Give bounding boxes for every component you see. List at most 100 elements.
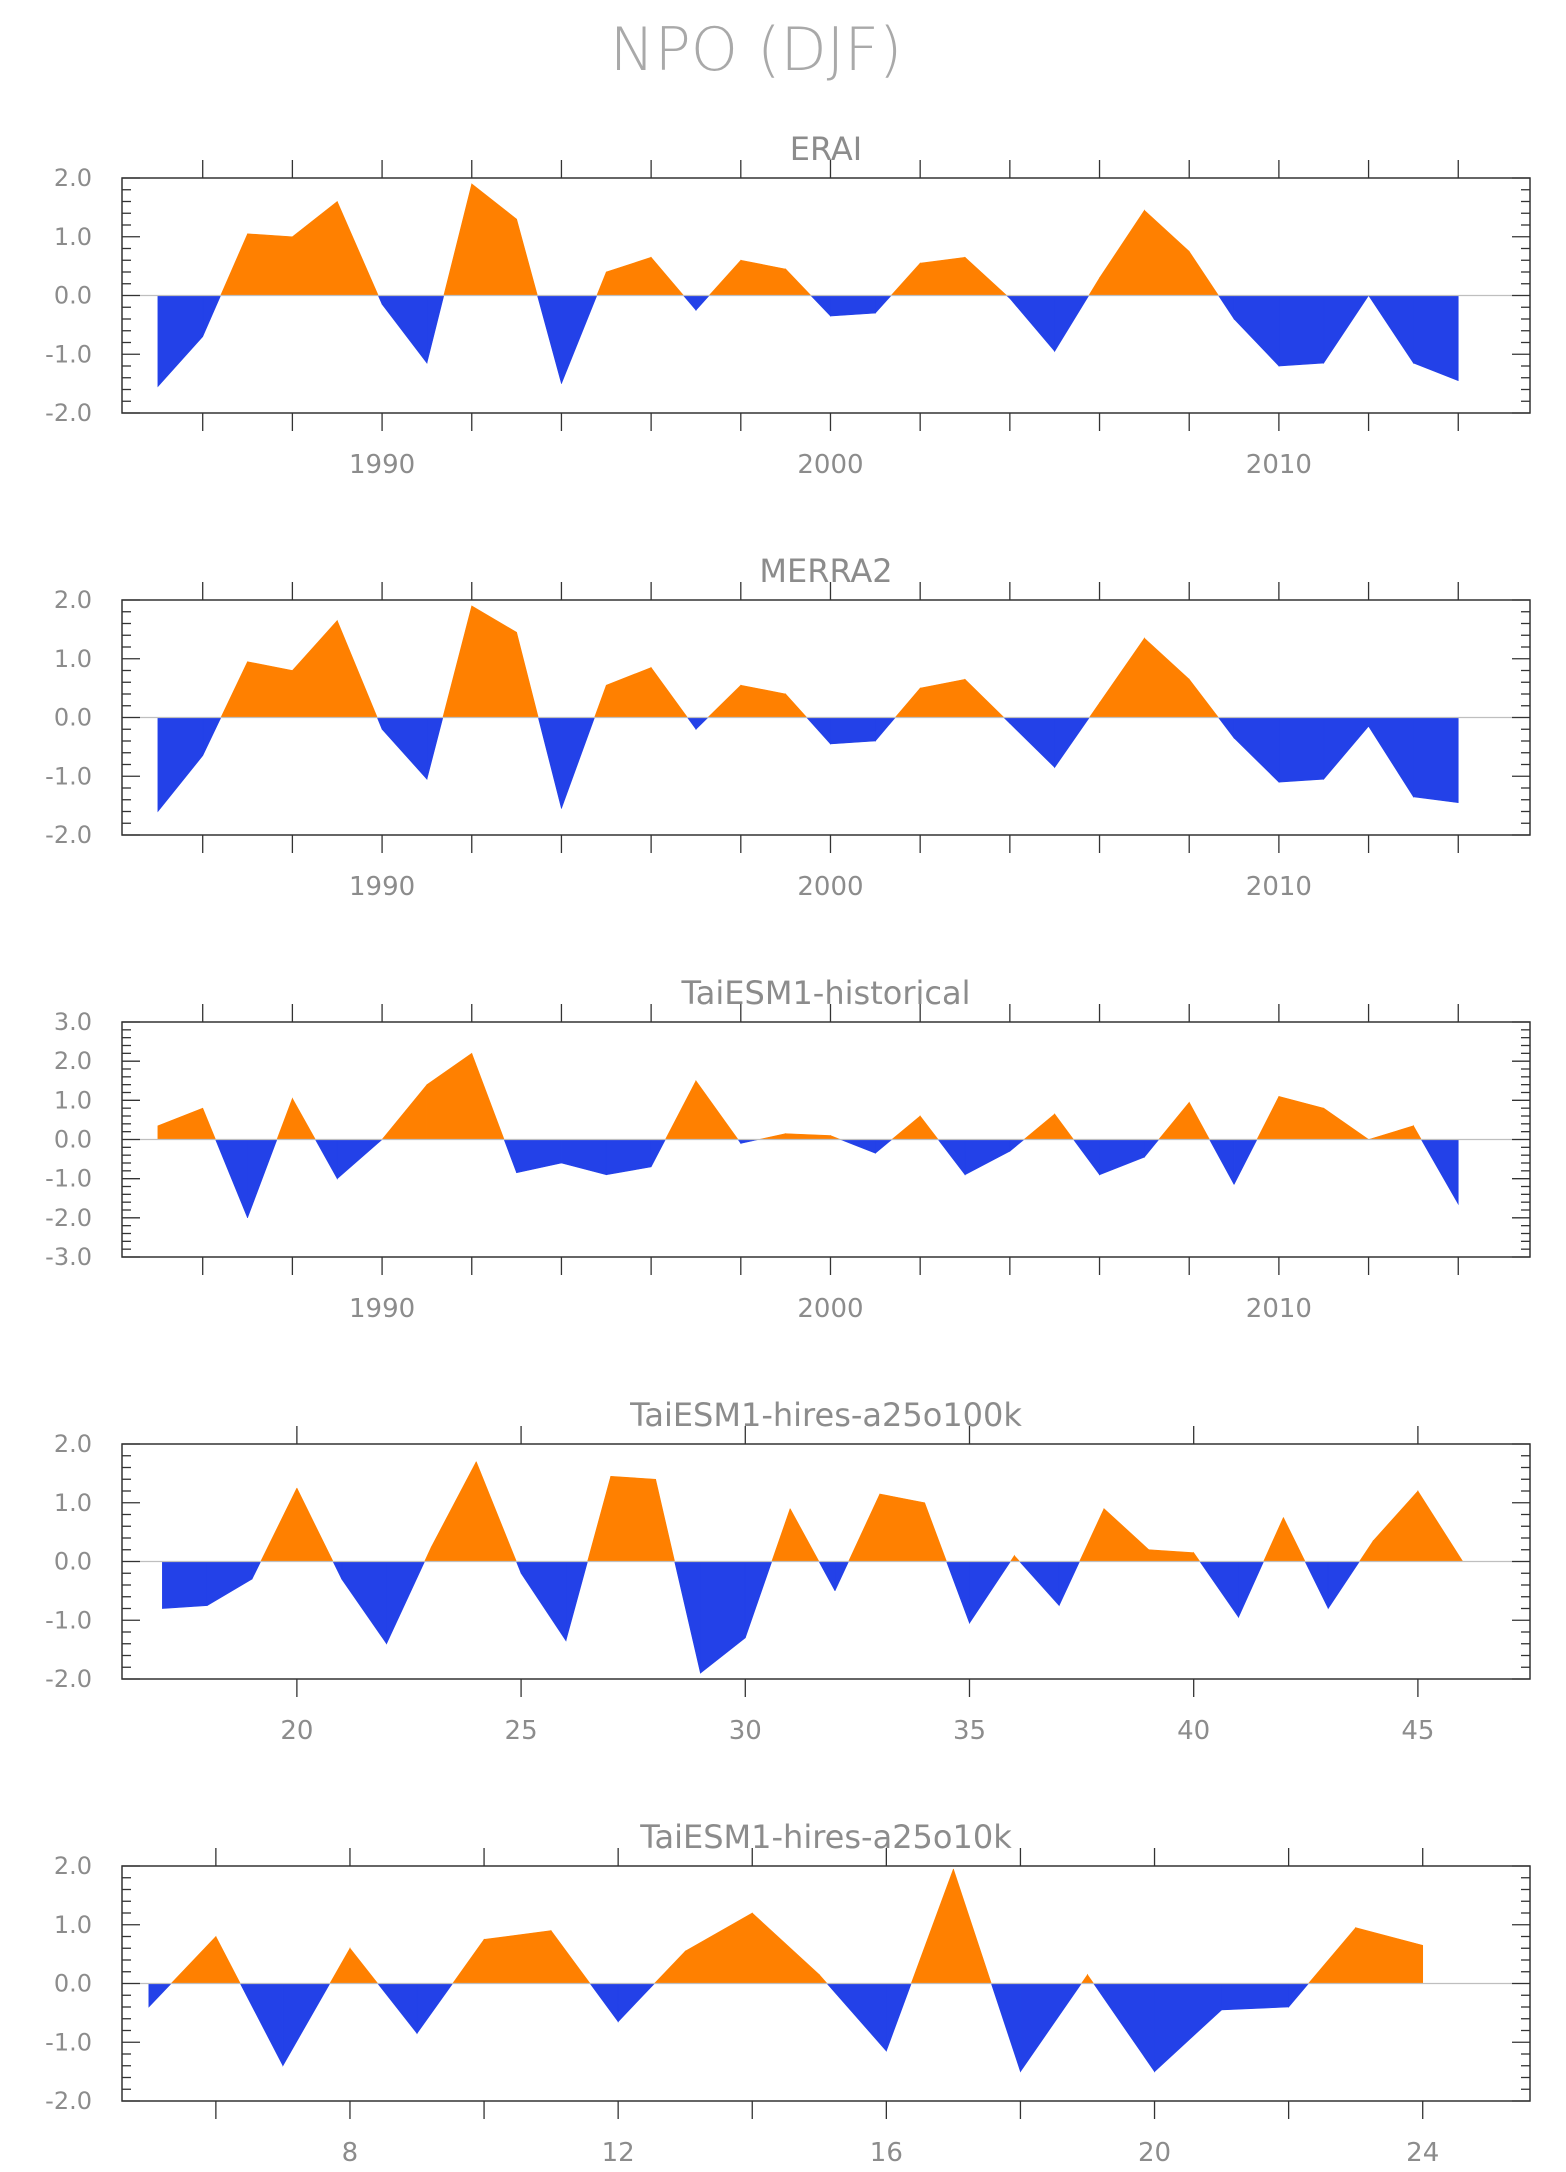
positive-area-segment [349, 1947, 379, 1984]
negative-area-segment [537, 717, 562, 809]
positive-area-segment [1283, 1517, 1306, 1562]
negative-area-segment [1420, 1139, 1459, 1206]
positive-area-segment [215, 1936, 241, 1984]
negative-area-segment [332, 1561, 343, 1580]
positive-area-segment [292, 619, 338, 718]
positive-area-segment [707, 684, 742, 718]
positive-area-segment [1417, 1489, 1464, 1562]
y-tick-label: -1.0 [45, 340, 92, 368]
y-tick-label: 1.0 [54, 1086, 92, 1114]
positive-area-segment [1368, 1125, 1414, 1140]
negative-area-segment [1054, 717, 1090, 769]
negative-area-segment [695, 717, 709, 730]
positive-area-segment [789, 1508, 820, 1562]
y-tick-label: -1.0 [45, 762, 92, 790]
negative-area-segment [561, 1139, 607, 1176]
positive-area-segment [1079, 1508, 1105, 1562]
panels: ERAI 2.0 1.0 0.0 -1.0 -2.0 1990 2000 2010 MERRA2 2… [45, 130, 1531, 2168]
panel-5: TaiESM1-hires-a25o10k 2.0 1.0 0.0 -1.0 -2.0 8 1… [45, 1818, 1531, 2168]
positive-area-segment [170, 1935, 217, 1984]
positive-area-segment [1099, 637, 1145, 718]
negative-area-segment [840, 1139, 876, 1154]
positive-area-segment [771, 1508, 791, 1562]
positive-area-segment [426, 1052, 473, 1140]
negative-area-segment [1323, 717, 1369, 781]
y-tick-label: 0.0 [54, 704, 92, 732]
positive-area-segment [919, 256, 966, 296]
positive-area-segment [596, 271, 607, 296]
negative-area-segment [886, 1983, 912, 2052]
negative-area-segment [937, 1139, 966, 1176]
y-tick-label: 2.0 [54, 1047, 92, 1075]
positive-area-segment [708, 259, 742, 296]
negative-area-segment [247, 1139, 278, 1218]
negative-area-segment [1003, 717, 1011, 725]
y-tick-label: -2.0 [45, 821, 92, 849]
positive-area-segment [483, 1930, 552, 1984]
y-tick-label: 1.0 [54, 1489, 92, 1517]
negative-area-segment [377, 295, 383, 305]
positive-area-segment [276, 1098, 293, 1140]
negative-area-segment [946, 1561, 970, 1624]
positive-area-segment [471, 605, 517, 718]
negative-area-segment [617, 1983, 656, 2023]
negative-area-segment [650, 1139, 666, 1168]
panel-title: TaiESM1-historical [681, 974, 971, 1012]
positive-area-segment [587, 1476, 612, 1562]
positive-area-segment [381, 1083, 428, 1140]
y-tick-label: -3.0 [45, 1243, 92, 1271]
negative-area-segment [605, 1139, 652, 1176]
panel-3: TaiESM1-historical 3.0 2.0 1.0 0.0 -1.0 -2.0 -3… [45, 974, 1531, 1324]
positive-area-segment [1088, 276, 1100, 296]
x-tick-label: 1990 [349, 1294, 415, 1324]
negative-area-segment [202, 295, 222, 337]
negative-area-segment [969, 1561, 1011, 1625]
y-tick-label: 1.0 [54, 1911, 92, 1939]
negative-area-segment [806, 717, 831, 745]
positive-area-segment [751, 1912, 820, 1984]
negative-area-segment [202, 717, 222, 756]
positive-area-segment [1263, 1517, 1284, 1562]
negative-area-segment [1020, 1983, 1082, 2073]
positive-area-segment [296, 1487, 334, 1562]
negative-area-segment [826, 1983, 887, 2052]
x-tick-label: 30 [729, 1716, 762, 1746]
x-tick-label: 40 [1177, 1716, 1210, 1746]
y-tick-label: -1.0 [45, 2028, 92, 2056]
negative-area-segment [1154, 1983, 1222, 2073]
x-tick-label: 1990 [349, 450, 415, 480]
negative-area-segment [830, 295, 876, 317]
negative-area-segment [561, 295, 598, 384]
positive-area-segment [443, 183, 473, 296]
negative-area-segment [1413, 717, 1459, 804]
negative-area-segment [386, 1561, 426, 1644]
positive-area-segment [260, 1487, 298, 1562]
positive-area-segment [1158, 1101, 1190, 1140]
negative-area-segment [157, 295, 204, 388]
positive-area-segment [919, 1115, 939, 1140]
positive-area-segment [1372, 1490, 1419, 1562]
x-tick-label: 45 [1401, 1716, 1434, 1746]
negative-area-segment [341, 1561, 387, 1645]
negative-area-segment [1072, 1139, 1100, 1176]
x-tick-label: 2000 [797, 872, 863, 902]
negative-area-segment [834, 1561, 850, 1592]
y-tick-label: -2.0 [45, 1665, 92, 1693]
positive-area-segment [610, 1475, 656, 1562]
y-tick-label: 2.0 [54, 1852, 92, 1880]
positive-area-segment [910, 1868, 954, 1984]
negative-area-segment [1199, 1561, 1239, 1619]
negative-area-segment [426, 295, 445, 364]
positive-area-segment [1188, 1102, 1211, 1140]
negative-area-segment [148, 1983, 172, 2008]
negative-area-segment [1009, 1139, 1025, 1152]
negative-area-segment [1327, 1561, 1360, 1610]
positive-area-segment [1099, 209, 1145, 296]
positive-area-segment [247, 233, 293, 296]
negative-area-segment [516, 1139, 562, 1174]
negative-area-segment [700, 1561, 746, 1674]
y-tick-label: 2.0 [54, 1430, 92, 1458]
x-tick-label: 20 [1138, 2138, 1171, 2168]
positive-area-segment [891, 1115, 921, 1140]
positive-area-segment [664, 1080, 697, 1140]
